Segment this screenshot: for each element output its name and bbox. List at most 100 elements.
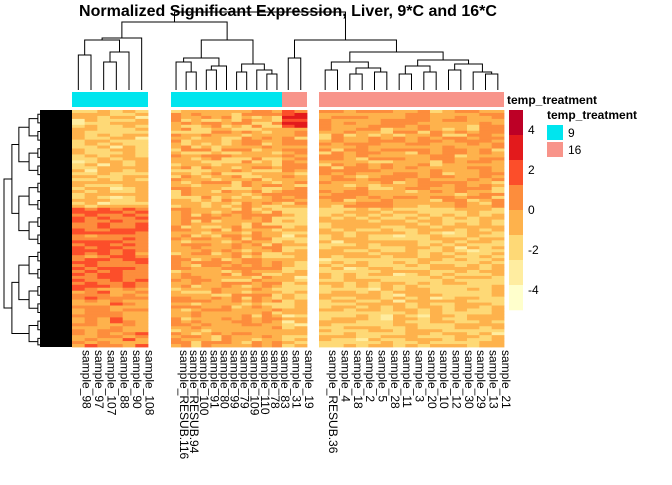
heatmap-cell <box>454 195 468 200</box>
heatmap-cell <box>251 335 263 339</box>
heatmap-cell <box>454 341 468 345</box>
heatmap-cell <box>319 148 332 152</box>
heatmap-cell <box>491 198 505 203</box>
heatmap-cell <box>261 344 273 348</box>
heatmap-cell <box>393 335 406 339</box>
heatmap-cell <box>191 145 202 149</box>
heatmap-cell <box>368 145 382 149</box>
heatmap-cell <box>454 240 468 244</box>
heatmap-cell <box>271 216 283 221</box>
heatmap-cell <box>221 231 232 235</box>
heatmap-cell <box>97 341 111 345</box>
heatmap-cell <box>417 219 431 223</box>
heatmap-cell <box>368 207 382 212</box>
heatmap-cell <box>135 219 149 223</box>
heatmap-cell <box>467 160 480 164</box>
heatmap-cell <box>171 145 182 149</box>
heatmap-cell <box>417 264 431 268</box>
heatmap-cell <box>241 246 253 250</box>
heatmap-cell <box>319 290 332 295</box>
heatmap-cell <box>282 332 295 336</box>
heatmap-cell <box>319 258 332 262</box>
heatmap-cell <box>430 293 443 298</box>
column-label: sample_3 <box>413 350 427 402</box>
heatmap-cell <box>368 219 382 223</box>
heatmap-cell <box>251 272 263 277</box>
heatmap-cell <box>282 169 295 173</box>
heatmap-cell <box>343 112 357 117</box>
heatmap-cell <box>380 163 394 167</box>
heatmap-cell <box>231 163 243 167</box>
heatmap-cell <box>491 240 505 244</box>
heatmap-cell <box>405 160 419 164</box>
heatmap-cell <box>430 148 443 152</box>
heatmap-cell <box>479 151 493 155</box>
heatmap-cell <box>479 160 493 164</box>
heatmap-cell <box>405 302 419 306</box>
heatmap-cell <box>135 272 149 277</box>
heatmap-cell <box>430 187 443 191</box>
heatmap-cell <box>442 335 456 339</box>
heatmap-cell <box>454 139 468 143</box>
heatmap-cell <box>294 184 308 188</box>
heatmap-cell <box>211 145 222 149</box>
heatmap-cell <box>271 187 283 191</box>
heatmap-cell <box>491 115 505 120</box>
heatmap-cell <box>442 320 456 324</box>
heatmap-cell <box>231 198 243 203</box>
heatmap-cell <box>430 219 443 223</box>
heatmap-cell <box>356 187 369 191</box>
heatmap-cell <box>201 148 212 152</box>
heatmap-cell <box>393 323 406 327</box>
heatmap-cell <box>331 121 345 126</box>
heatmap-cell <box>231 181 243 185</box>
heatmap-cell <box>271 145 283 149</box>
heatmap-cell <box>191 130 202 135</box>
heatmap-cell <box>282 323 295 327</box>
heatmap-cell <box>211 110 222 114</box>
heatmap-cell <box>430 255 443 259</box>
heatmap-cell <box>319 269 332 274</box>
heatmap-cell <box>294 118 308 123</box>
heatmap-cell <box>319 329 332 333</box>
heatmap-cell <box>72 272 86 277</box>
heatmap-cell <box>211 234 222 238</box>
heatmap-cell <box>479 169 493 173</box>
heatmap-cell <box>319 231 332 235</box>
heatmap-cell <box>417 267 431 271</box>
heatmap-cell <box>380 115 394 120</box>
heatmap-cell <box>442 240 456 244</box>
heatmap-cell <box>356 272 369 277</box>
heatmap-cell <box>417 252 431 256</box>
heatmap-cell <box>356 163 369 167</box>
heatmap-cell <box>231 157 243 161</box>
heatmap-cell <box>110 341 124 345</box>
heatmap-cell <box>72 124 86 129</box>
heatmap-cell <box>479 243 493 247</box>
heatmap-cell <box>110 163 124 167</box>
heatmap-cell <box>368 187 382 191</box>
heatmap-cell <box>454 225 468 229</box>
heatmap-cell <box>393 163 406 167</box>
heatmap-cell <box>282 231 295 235</box>
heatmap-cell <box>405 246 419 250</box>
heatmap-cell <box>356 124 369 129</box>
heatmap-cell <box>181 163 192 167</box>
heatmap-cell <box>261 148 273 152</box>
heatmap-cell <box>393 207 406 212</box>
heatmap-cell <box>110 305 124 309</box>
heatmap-cell <box>393 181 406 185</box>
heatmap-cell <box>356 252 369 256</box>
heatmap-cell <box>442 198 456 203</box>
heatmap-cell <box>241 225 253 229</box>
heatmap-cell <box>191 287 202 292</box>
heatmap-cell <box>417 243 431 247</box>
heatmap-cell <box>261 169 273 173</box>
heatmap-cell <box>271 189 283 194</box>
heatmap-cell <box>201 213 212 218</box>
heatmap-cell <box>331 296 345 300</box>
heatmap-cell <box>442 210 456 215</box>
column-dendrogram <box>77 11 499 90</box>
heatmap-cell <box>380 261 394 265</box>
heatmap-cell <box>491 320 505 324</box>
